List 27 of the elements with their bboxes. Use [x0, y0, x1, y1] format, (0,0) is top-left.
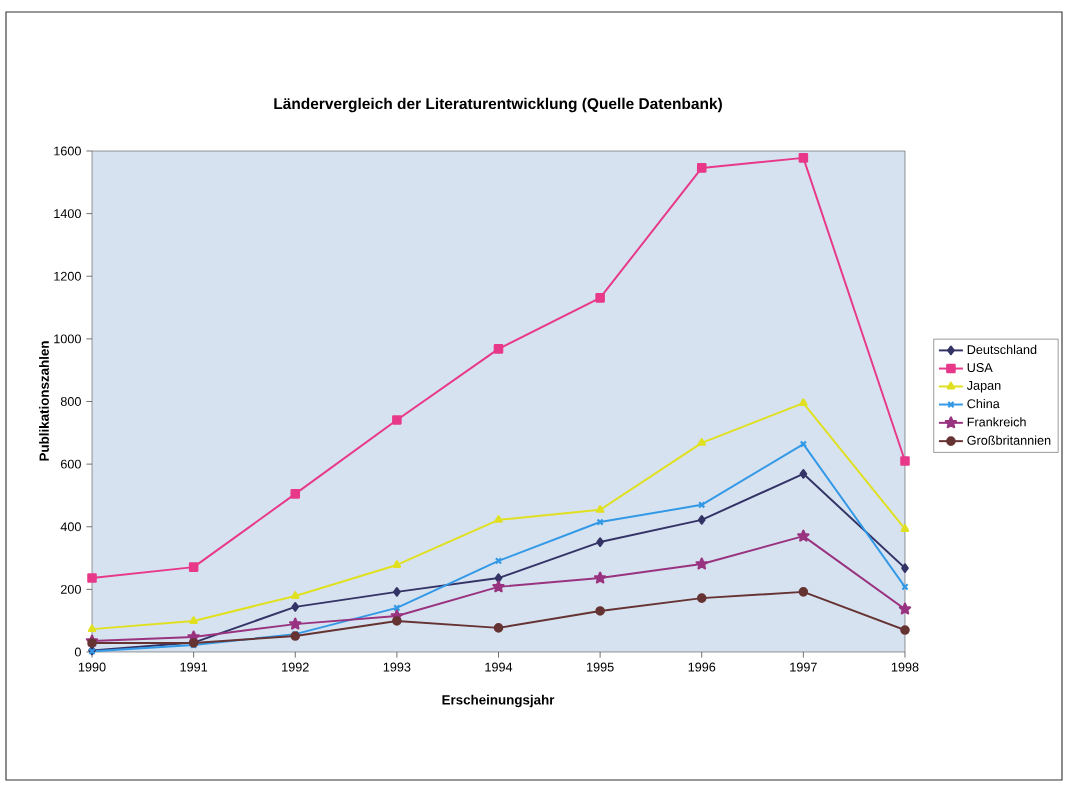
y-tick-label: 1000	[54, 334, 81, 344]
x-tick-label: 1990	[78, 662, 106, 672]
y-tick-label: 1200	[54, 271, 81, 281]
y-tick-label: 400	[60, 522, 81, 532]
x-tick-label: 1993	[383, 662, 411, 672]
legend-label: Deutschland	[967, 344, 1037, 355]
legend-label: China	[967, 398, 1000, 409]
chart-title: Ländervergleich der Literaturentwicklung (Quelle Datenbank)	[274, 97, 722, 113]
y-tick-label: 1600	[54, 146, 81, 156]
x-tick-label: 1997	[790, 662, 817, 672]
x-axis-title: Erscheinungsjahr	[442, 694, 555, 708]
y-axis-title: Publikationszahlen	[39, 341, 49, 461]
legend-label: Japan	[966, 381, 1001, 393]
y-tick-label: 1400	[54, 209, 81, 219]
y-tick-label: 800	[60, 397, 81, 406]
legend-label: Großbritannien	[967, 435, 1051, 445]
legend-label: Frankreich	[967, 417, 1026, 427]
x-tick-label: 1996	[688, 662, 716, 672]
x-tick-label: 1992	[282, 662, 309, 672]
y-tick-label: 0	[74, 647, 81, 657]
x-tick-label: 1995	[587, 662, 614, 672]
legend-label: USA	[967, 363, 993, 373]
x-tick-label: 1998	[891, 662, 919, 672]
x-tick-label: 1994	[485, 662, 513, 672]
x-tick-label: 1991	[180, 662, 208, 672]
y-tick-label: 600	[60, 459, 81, 469]
y-tick-label: 200	[60, 584, 81, 594]
